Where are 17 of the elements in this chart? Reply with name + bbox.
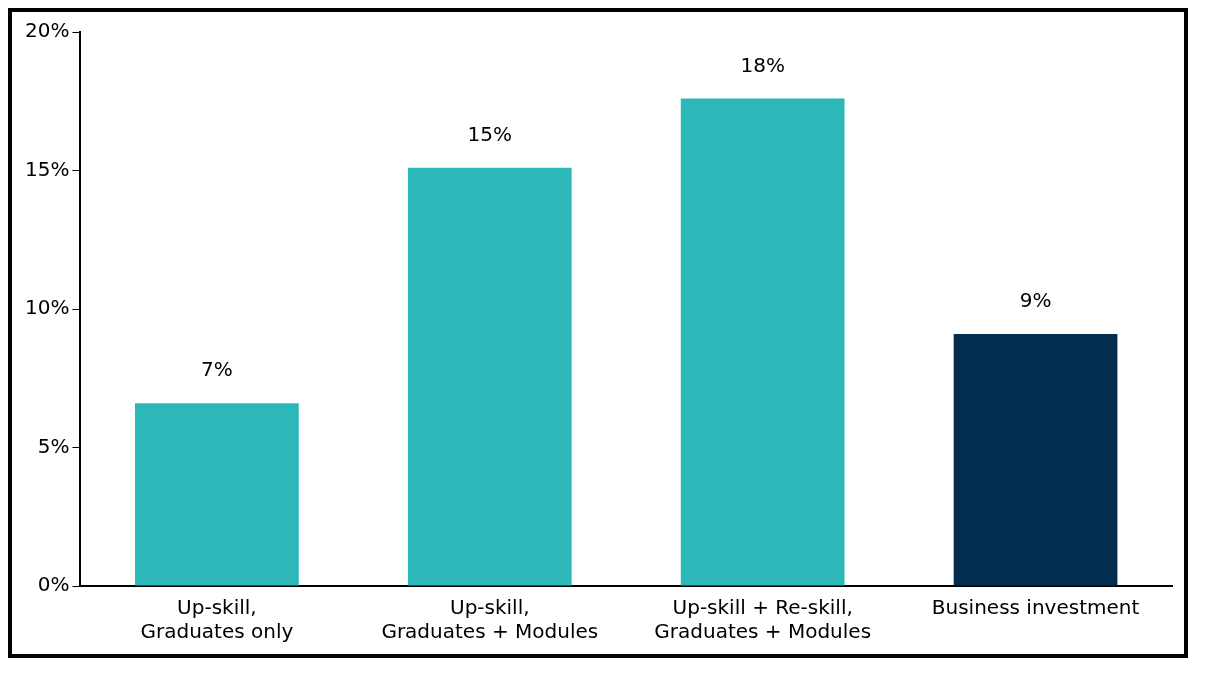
bar [953,333,1118,586]
data-label: 18% [740,52,785,77]
data-label: 7% [201,357,233,382]
x-tick-label: Up-skill, Graduates + Modules [381,595,599,644]
x-tick-label: Up-skill + Re-skill, Graduates + Modules [654,595,872,644]
x-tick-label: Business investment [931,595,1140,620]
y-tick-label: 5% [37,433,70,458]
x-tick-label: Up-skill, Graduates only [140,595,294,644]
y-tick-label: 15% [25,156,70,181]
bar [407,167,572,586]
bar [135,403,299,586]
y-tick-label: 10% [25,295,70,320]
data-label: 9% [1019,288,1052,313]
y-tick-label: 20% [25,18,70,43]
bar [680,98,845,586]
data-label: 15% [467,121,513,146]
y-tick-label: 0% [37,572,70,597]
